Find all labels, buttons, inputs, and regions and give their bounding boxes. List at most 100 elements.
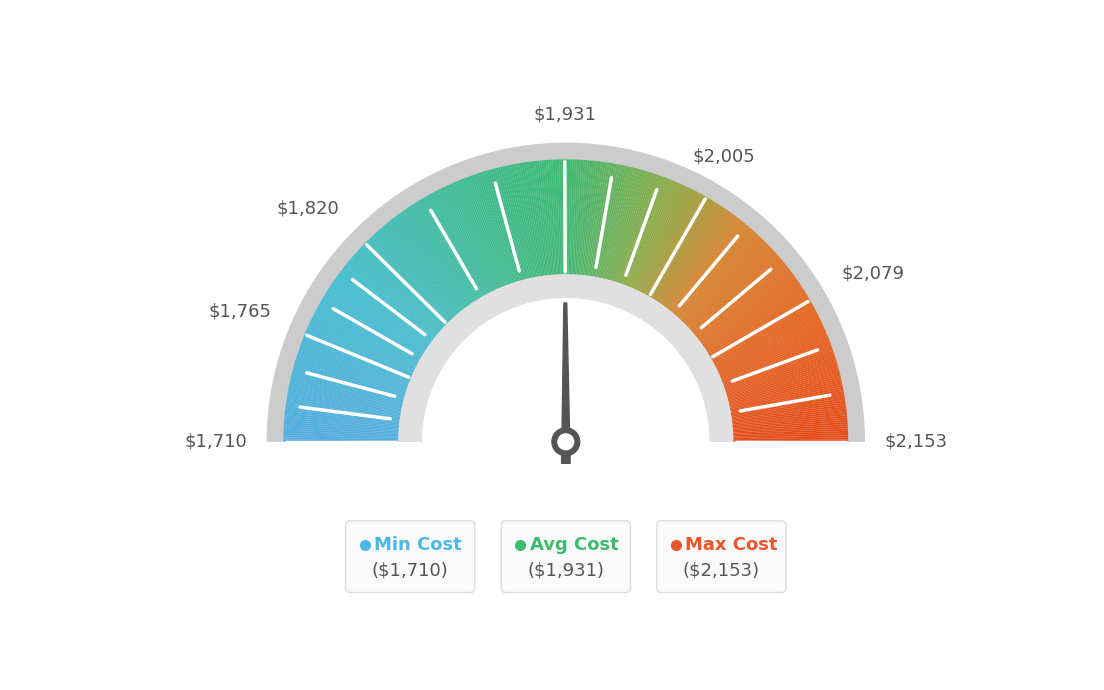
Polygon shape	[475, 174, 512, 284]
Polygon shape	[477, 173, 514, 283]
Polygon shape	[670, 221, 744, 312]
Polygon shape	[422, 298, 710, 442]
Polygon shape	[612, 170, 645, 281]
Polygon shape	[521, 163, 541, 276]
Polygon shape	[286, 404, 400, 421]
Polygon shape	[709, 294, 808, 355]
Polygon shape	[668, 217, 739, 309]
Polygon shape	[643, 191, 698, 294]
Polygon shape	[694, 260, 784, 335]
Polygon shape	[682, 239, 764, 322]
Polygon shape	[344, 265, 435, 338]
Polygon shape	[556, 159, 562, 275]
Polygon shape	[436, 190, 490, 293]
Polygon shape	[287, 395, 401, 415]
Polygon shape	[574, 159, 582, 275]
Text: $2,005: $2,005	[693, 148, 755, 166]
Polygon shape	[728, 367, 839, 399]
Polygon shape	[637, 186, 688, 290]
Polygon shape	[284, 433, 399, 438]
Polygon shape	[559, 159, 563, 275]
Polygon shape	[571, 159, 577, 275]
Polygon shape	[285, 406, 400, 422]
Polygon shape	[669, 220, 742, 311]
Polygon shape	[426, 195, 484, 296]
Polygon shape	[299, 346, 408, 386]
Polygon shape	[690, 252, 776, 330]
Polygon shape	[698, 267, 789, 339]
Polygon shape	[442, 187, 493, 291]
Polygon shape	[680, 236, 761, 321]
Polygon shape	[732, 408, 847, 424]
Polygon shape	[588, 162, 606, 276]
Polygon shape	[288, 391, 401, 413]
Polygon shape	[310, 319, 415, 371]
Polygon shape	[284, 426, 399, 434]
Polygon shape	[684, 242, 767, 324]
Polygon shape	[640, 189, 694, 293]
Polygon shape	[694, 262, 785, 336]
Polygon shape	[382, 226, 458, 315]
Polygon shape	[731, 389, 843, 412]
Polygon shape	[289, 382, 402, 408]
Polygon shape	[699, 270, 792, 341]
Polygon shape	[307, 328, 413, 375]
Polygon shape	[716, 319, 821, 371]
Polygon shape	[680, 235, 760, 319]
Text: $1,820: $1,820	[277, 200, 340, 218]
Polygon shape	[267, 143, 864, 442]
Polygon shape	[732, 413, 847, 426]
FancyBboxPatch shape	[346, 521, 475, 593]
Polygon shape	[422, 197, 481, 297]
Polygon shape	[321, 298, 422, 357]
Polygon shape	[322, 296, 422, 357]
Polygon shape	[446, 186, 496, 290]
Polygon shape	[731, 391, 843, 413]
Polygon shape	[700, 273, 793, 342]
Polygon shape	[645, 193, 700, 295]
Polygon shape	[616, 172, 654, 282]
Polygon shape	[733, 440, 848, 442]
Polygon shape	[732, 406, 847, 422]
Polygon shape	[625, 177, 668, 286]
Polygon shape	[692, 257, 781, 333]
Polygon shape	[374, 233, 453, 319]
Polygon shape	[323, 294, 423, 355]
Polygon shape	[293, 367, 404, 399]
Polygon shape	[359, 248, 444, 328]
Polygon shape	[545, 160, 555, 275]
Polygon shape	[733, 415, 847, 427]
Polygon shape	[507, 165, 532, 278]
Polygon shape	[308, 326, 413, 374]
Polygon shape	[708, 290, 806, 353]
Polygon shape	[482, 171, 518, 282]
Polygon shape	[400, 212, 468, 306]
Polygon shape	[291, 374, 403, 403]
Polygon shape	[526, 162, 543, 276]
Polygon shape	[624, 177, 666, 285]
Polygon shape	[718, 324, 824, 373]
Polygon shape	[429, 193, 486, 295]
Polygon shape	[518, 164, 539, 277]
Polygon shape	[613, 170, 647, 282]
Polygon shape	[339, 273, 432, 342]
Polygon shape	[593, 164, 614, 277]
Polygon shape	[703, 279, 798, 346]
Polygon shape	[341, 268, 434, 340]
Polygon shape	[711, 300, 811, 359]
Polygon shape	[491, 169, 523, 280]
Polygon shape	[711, 302, 813, 360]
Polygon shape	[733, 422, 848, 431]
Text: $2,079: $2,079	[841, 264, 904, 282]
Polygon shape	[541, 160, 553, 275]
Polygon shape	[311, 317, 415, 369]
Polygon shape	[454, 181, 500, 288]
Polygon shape	[732, 402, 846, 420]
Polygon shape	[295, 361, 405, 395]
Polygon shape	[576, 160, 586, 275]
Polygon shape	[284, 437, 399, 440]
Polygon shape	[725, 357, 836, 393]
Polygon shape	[712, 304, 814, 361]
Polygon shape	[729, 376, 841, 404]
Polygon shape	[284, 420, 399, 430]
